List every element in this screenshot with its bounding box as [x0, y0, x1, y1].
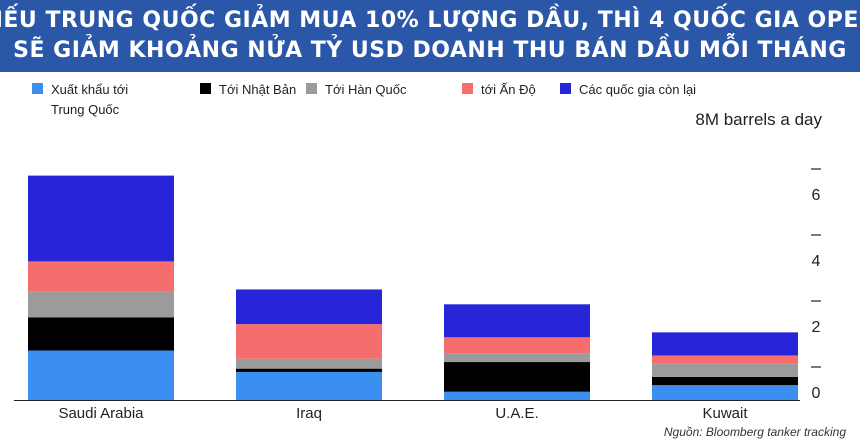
- bar-segment-iraq-4: [236, 289, 382, 325]
- legend-label-rest: Các quốc gia còn lại: [579, 82, 697, 97]
- legend-item-rest: Các quốc gia còn lại: [560, 80, 696, 100]
- bar-segment-u-a-e--0: [444, 391, 590, 400]
- legend-label-india: tới Ấn Độ: [481, 82, 536, 97]
- legend-label-japan: Tới Nhật Bản: [219, 82, 297, 97]
- bar-segment-saudi-arabia-4: [28, 175, 174, 262]
- bar-segment-kuwait-4: [652, 332, 798, 356]
- legend-item-japan: Tới Nhật Bản: [200, 80, 296, 100]
- legend-swatch-japan: [200, 83, 211, 94]
- bar-segment-iraq-0: [236, 371, 382, 400]
- x-tick-label: Kuwait: [702, 405, 748, 422]
- x-tick-label: U.A.E.: [495, 405, 538, 422]
- chart-title-line-1: NẾU TRUNG QUỐC GIẢM MUA 10% LƯỢNG DẦU, T…: [0, 8, 860, 33]
- bar-segment-u-a-e--3: [444, 337, 590, 354]
- y-axis-unit-label: 8M barrels a day: [695, 110, 822, 129]
- bar-segment-saudi-arabia-0: [28, 350, 174, 400]
- legend-item-india: tới Ấn Độ: [462, 80, 536, 100]
- legend-item-korea: Tới Hàn Quốc: [306, 80, 407, 100]
- y-tick-label: 4: [812, 253, 821, 270]
- bar-segment-saudi-arabia-1: [28, 317, 174, 351]
- legend-swatch-india: [462, 83, 473, 94]
- y-tick-label: 2: [812, 319, 821, 336]
- bar-segment-saudi-arabia-3: [28, 261, 174, 292]
- y-tick-label: 0: [812, 385, 821, 402]
- chart-header: NẾU TRUNG QUỐC GIẢM MUA 10% LƯỢNG DẦU, T…: [0, 0, 860, 72]
- legend-swatch-korea: [306, 83, 317, 94]
- bar-segment-kuwait-0: [652, 385, 798, 400]
- chart-title-line-2: SẼ GIẢM KHOẢNG NỬA TỶ USD DOANH THU BÁN …: [13, 38, 847, 63]
- bar-segment-iraq-3: [236, 324, 382, 359]
- legend-item-china: Xuất khẩu tới Trung Quốc: [32, 80, 128, 120]
- bar-segment-iraq-2: [236, 358, 382, 369]
- legend-label-china: Xuất khẩu tới Trung Quốc: [51, 80, 128, 120]
- legend-swatch-china: [32, 83, 43, 94]
- x-tick-label: Saudi Arabia: [58, 405, 144, 422]
- x-tick-label: Iraq: [296, 405, 322, 422]
- bar-segment-kuwait-3: [652, 355, 798, 364]
- legend-label-korea: Tới Hàn Quốc: [325, 82, 407, 97]
- legend-label-china-line2: Trung Quốc: [51, 102, 120, 117]
- source-note: Nguồn: Bloomberg tanker tracking: [663, 425, 846, 439]
- y-tick-label: 6: [812, 187, 821, 204]
- bar-segment-iraq-1: [236, 368, 382, 372]
- bar-segment-kuwait-2: [652, 363, 798, 377]
- bar-segment-kuwait-1: [652, 376, 798, 386]
- legend-label-china-line1: Xuất khẩu tới: [51, 82, 129, 97]
- legend-swatch-rest: [560, 83, 571, 94]
- bar-segment-u-a-e--4: [444, 304, 590, 338]
- bar-segment-u-a-e--1: [444, 362, 590, 392]
- bar-segment-u-a-e--2: [444, 353, 590, 363]
- bar-segment-saudi-arabia-2: [28, 291, 174, 318]
